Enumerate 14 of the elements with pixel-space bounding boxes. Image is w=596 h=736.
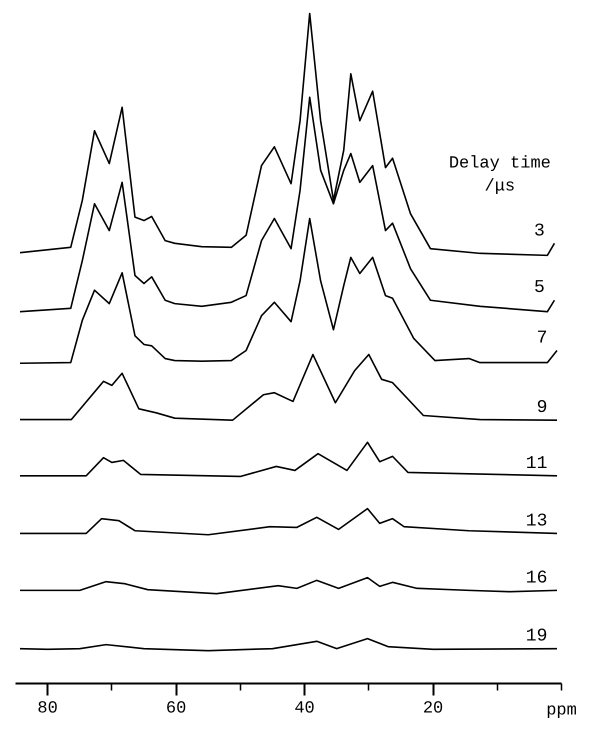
series-label: 19 [526,626,548,647]
x-axis-title: ppm [546,702,577,720]
series-label: 5 [534,278,545,298]
series-label: 7 [536,328,548,348]
series-label: 11 [526,454,548,474]
series-label: 3 [534,221,545,242]
x-tick-label: 80 [37,700,58,718]
x-tick-label: 20 [422,700,444,718]
series-label: 9 [536,398,548,418]
series-label: 16 [526,568,548,588]
x-tick-label: 60 [166,700,186,718]
series-label: 13 [526,511,548,532]
x-tick-label: 40 [294,700,315,718]
legend-title: Delay time /μs [448,154,551,196]
